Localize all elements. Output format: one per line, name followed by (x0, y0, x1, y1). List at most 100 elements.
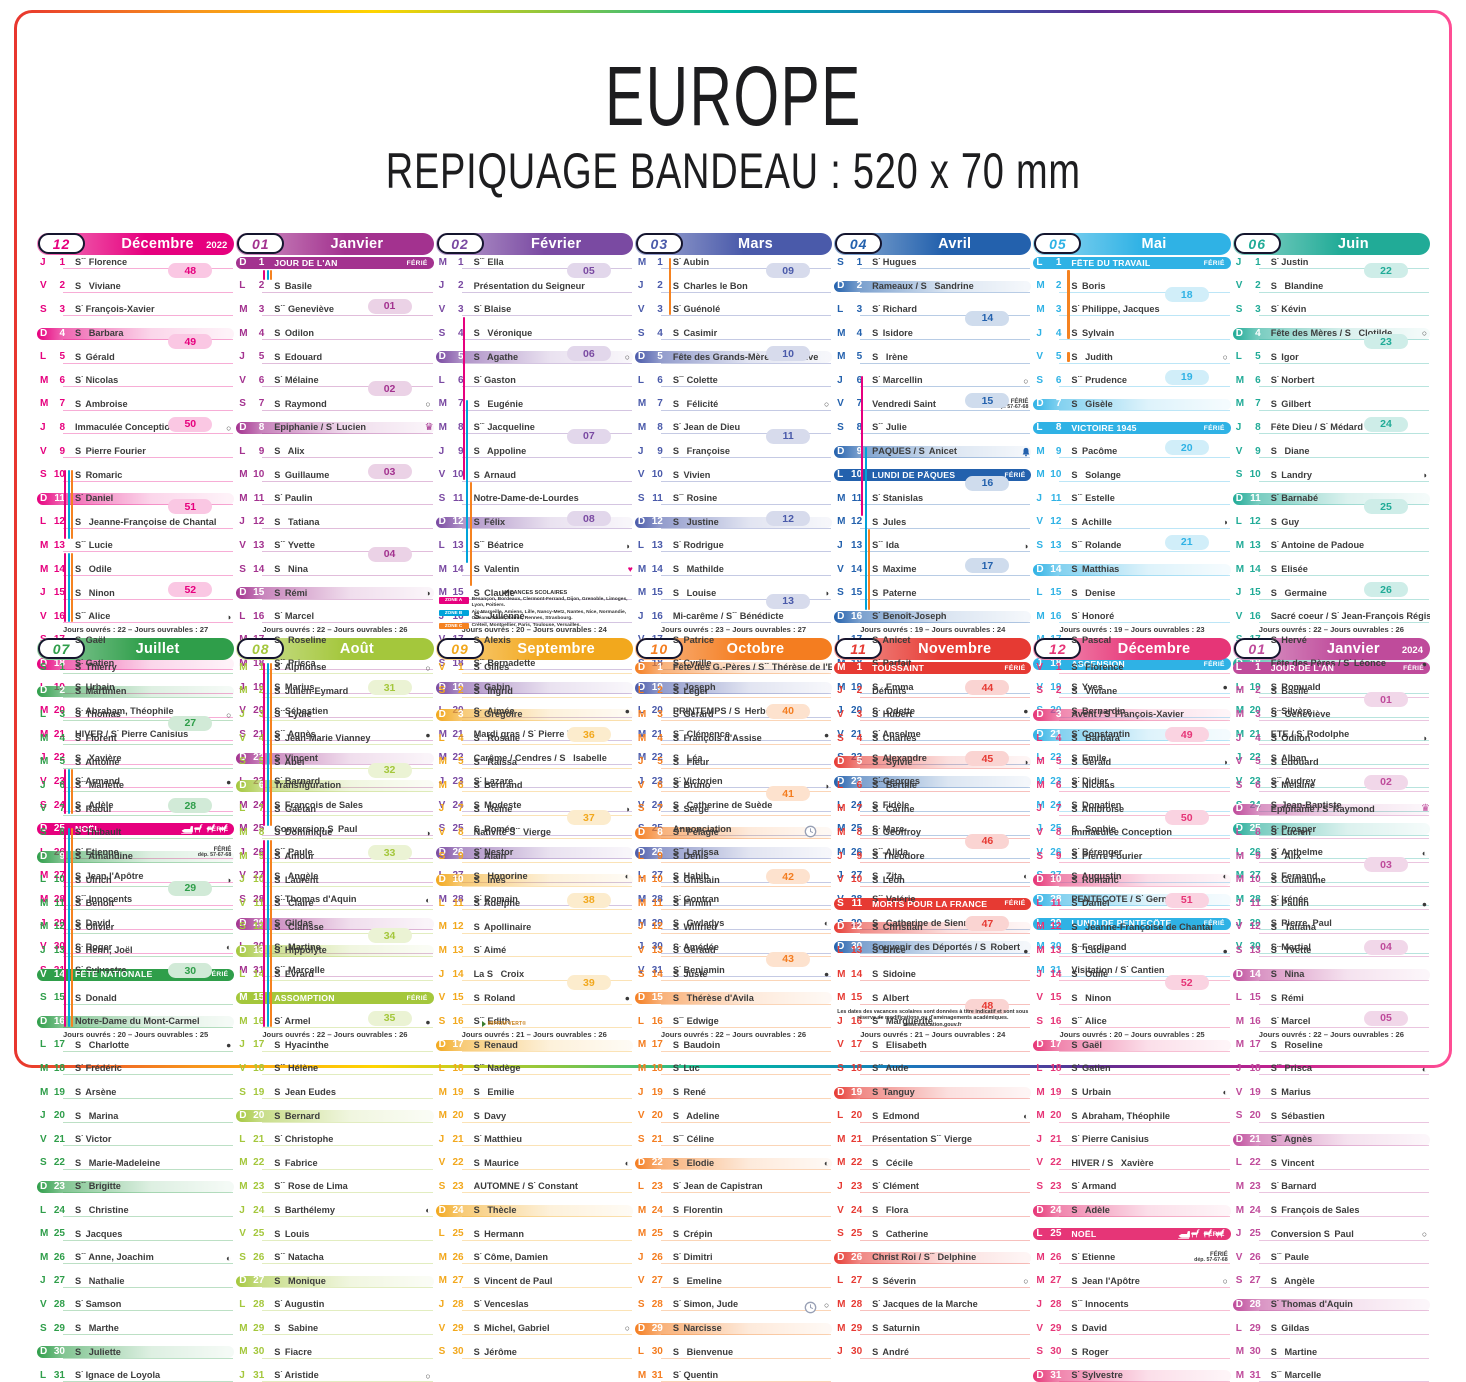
row-separator (1258, 622, 1429, 624)
day-row: D22Ste Élodie◐ (634, 1157, 833, 1170)
day-row: V23Ste Audrey (1233, 776, 1430, 789)
day-label: NOËL (75, 824, 100, 834)
day-label: PÂQUES / St Anicet (872, 447, 957, 457)
moon-icon: ● (226, 776, 232, 787)
day-row: M14St Sidoine (834, 969, 1031, 982)
row-separator (63, 1003, 234, 1005)
day-number: 5 (856, 351, 863, 363)
day-number: 14 (53, 968, 65, 980)
row-separator (461, 409, 632, 411)
day-row: M14St Élisée (1233, 564, 1430, 577)
moon-icon: ○ (1222, 1276, 1228, 1287)
month-name: Mars (737, 236, 774, 252)
day-letter: L (1036, 256, 1043, 268)
row-separator (660, 315, 832, 317)
day-letter: M (40, 1228, 49, 1240)
day-number: 11 (1250, 897, 1261, 909)
day-row: M19St Urbain◐ (1033, 1087, 1230, 1100)
day-letter: M (837, 516, 846, 528)
day-letter: L (1036, 917, 1043, 929)
day-label: St Yves (1071, 683, 1103, 693)
day-letter: L (239, 1299, 246, 1310)
day-label: St Léger (672, 686, 709, 696)
row-separator (1059, 952, 1230, 954)
day-letter: S (40, 799, 47, 811)
day-row: V31St Benjamin (635, 965, 832, 978)
day-letter: V (1235, 1086, 1243, 1098)
day-number: 11 (253, 897, 265, 909)
day-letter: L (1036, 422, 1043, 434)
day-number: 29 (651, 1322, 663, 1334)
day-row: V29St David (1033, 1323, 1230, 1335)
day-number: 30 (1050, 1346, 1062, 1358)
day-number: 10 (1050, 469, 1062, 481)
day-letter: L (1036, 732, 1043, 744)
day-label: St Philippe, Jacques (1071, 305, 1160, 315)
day-label: Ste Fleur (672, 757, 710, 767)
row-separator (262, 858, 433, 860)
day-label: St Vincent (1270, 1158, 1315, 1168)
month-header: 04 Avril (834, 233, 1032, 255)
day-letter: L (1036, 1228, 1043, 1240)
day-number: 31 (253, 1369, 265, 1381)
day-row: J25Ste Sophie (1033, 823, 1230, 836)
day-letter: S (1036, 850, 1044, 862)
day-row: J6Ste Mariette (37, 779, 234, 793)
day-label: Ste Odile (75, 565, 112, 575)
week-badge: 20 (1164, 440, 1209, 456)
day-number: 29 (452, 1322, 464, 1334)
day-number: 6 (1255, 374, 1261, 386)
day-label: St Benjamin (672, 966, 725, 976)
day-row: M18St Frédéric (37, 1063, 234, 1076)
day-row: M8St Dominique◑ (236, 827, 433, 840)
row-separator (461, 1098, 632, 1100)
day-number: 29 (253, 917, 265, 929)
month-days: J1Ste FlorenceV2Ste VivianeS3St François… (37, 257, 235, 978)
day-number: 1 (657, 256, 663, 268)
week-badge: 03 (367, 464, 412, 480)
day-label: St Anthelme (1270, 848, 1323, 858)
day-number: 19 (651, 1086, 663, 1098)
day-label: St Jérôme (473, 1347, 517, 1357)
day-number: 23 (253, 1181, 265, 1193)
day-label: St Pascal (1071, 635, 1112, 645)
day-row: V2Ste Viviane (37, 281, 234, 293)
row-separator (461, 551, 632, 553)
day-letter: M (837, 823, 846, 835)
day-letter: V (1036, 827, 1044, 839)
row-separator (461, 1286, 632, 1288)
day-row: J 18 ASCENSION FÉRIÉ (1033, 658, 1231, 670)
day-number: 6 (59, 779, 65, 791)
day-row: V14St Maxime (834, 564, 1031, 577)
row-separator (461, 1145, 632, 1147)
day-label: St Matthieu (473, 1135, 522, 1145)
moon-icon: ○ (824, 399, 830, 410)
day-label: St Constantin (1071, 730, 1130, 740)
day-row: S14St Juste● (635, 969, 832, 982)
day-letter: S (1036, 540, 1044, 552)
day-label: Ste Honorine (473, 871, 528, 881)
day-number: 29 (253, 1322, 265, 1334)
row-separator (63, 598, 234, 600)
day-label: Ste Solange (1071, 470, 1121, 480)
day-label: Ste Mariette (75, 781, 124, 791)
day-label: Annonciation (672, 824, 732, 834)
zone-cities: Créteil, Montpellier, Paris, Toulouse, V… (471, 622, 581, 628)
day-letter: D (40, 1346, 48, 1358)
day-letter: L (438, 540, 445, 552)
day-letter: J (837, 1181, 843, 1193)
day-letter: V (438, 992, 446, 1004)
day-letter: S (1036, 1181, 1044, 1193)
row-separator (262, 386, 433, 388)
day-label: FÊTE DU TRAVAIL (1071, 258, 1151, 268)
day-number: 7 (856, 398, 863, 410)
month-footer: Jours ouvrés : 22 – Jours ouvrables : 26 (1258, 625, 1404, 634)
day-label: St Saturnin (872, 1323, 921, 1334)
day-number: 5 (1255, 756, 1261, 768)
day-label: St Roger (75, 942, 113, 952)
day-letter: V (837, 1039, 844, 1051)
day-letter: J (239, 516, 245, 528)
vacation-bar-zone-b (266, 269, 269, 280)
day-row: S7St Serge (635, 804, 832, 816)
